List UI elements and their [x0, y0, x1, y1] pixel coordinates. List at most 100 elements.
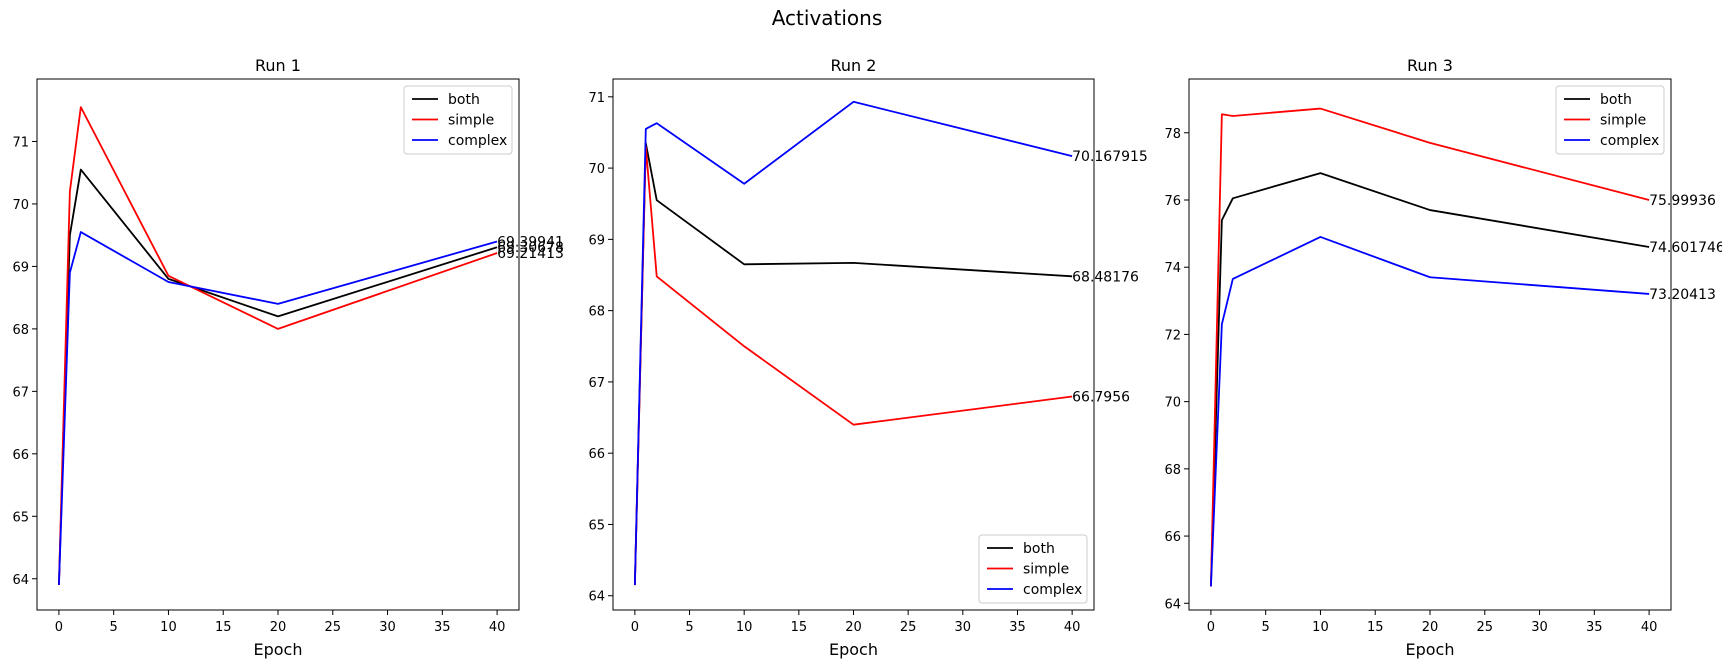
subplot-title: Run 1 — [255, 56, 301, 75]
legend-label-complex: complex — [448, 133, 507, 149]
x-tick-label: 25 — [1476, 620, 1493, 635]
x-tick-label: 5 — [1262, 620, 1270, 635]
x-tick-label: 25 — [324, 620, 341, 635]
series-line-simple — [58, 106, 498, 586]
legend-label-both: both — [448, 92, 480, 108]
end-value-label-simple: 66.7956 — [1072, 389, 1130, 405]
x-tick-label: 20 — [270, 620, 287, 635]
series-line-both — [58, 168, 498, 586]
x-axis-label: Epoch — [254, 640, 303, 659]
y-tick-label: 71 — [12, 135, 29, 150]
series-line-simple — [1210, 107, 1650, 587]
legend: both simple complex — [1555, 85, 1665, 155]
y-tick-label: 65 — [588, 518, 605, 533]
end-value-label-simple: 75.99936 — [1649, 193, 1716, 209]
y-tick-label: 66 — [1164, 530, 1181, 545]
y-tick-label: 64 — [588, 590, 605, 605]
subplot-title: Run 2 — [831, 56, 877, 75]
figure-title: Activations — [772, 6, 883, 30]
legend-box — [978, 534, 1088, 604]
y-tick-label: 65 — [12, 510, 29, 525]
x-tick-label: 5 — [685, 620, 693, 635]
x-tick-label: 15 — [1367, 620, 1384, 635]
y-tick-label: 69 — [588, 233, 605, 248]
axes-frame — [1188, 78, 1672, 611]
x-tick-label: 35 — [434, 620, 451, 635]
end-value-label-both: 74.601746 — [1649, 240, 1722, 256]
y-tick-label: 74 — [1164, 261, 1181, 276]
x-tick-label: 10 — [736, 620, 753, 635]
y-tick-label: 76 — [1164, 194, 1181, 209]
end-value-label-complex: 70.167915 — [1072, 149, 1148, 165]
series-line-both — [633, 142, 1073, 586]
y-tick-label: 68 — [1164, 463, 1181, 478]
x-axis-label: Epoch — [829, 640, 878, 659]
x-tick-label: 0 — [631, 620, 639, 635]
legend-label-simple: simple — [1023, 562, 1069, 578]
subplot-title: Run 3 — [1407, 56, 1453, 75]
y-tick-label: 67 — [12, 385, 29, 400]
legend-box — [403, 85, 513, 155]
series-line-simple — [633, 145, 1073, 586]
x-tick-label: 10 — [1312, 620, 1329, 635]
x-tick-label: 35 — [1586, 620, 1603, 635]
end-value-label-both: 68.48176 — [1072, 269, 1139, 285]
y-tick-label: 70 — [588, 162, 605, 177]
end-value-label-both: 69.30678 — [497, 240, 564, 256]
x-tick-label: 20 — [1422, 620, 1439, 635]
axes-frame — [36, 78, 520, 611]
end-value-label-complex: 73.20413 — [1649, 287, 1716, 303]
x-tick-label: 5 — [110, 620, 118, 635]
legend-label-both: both — [1023, 541, 1055, 557]
legend-label-simple: simple — [1600, 113, 1646, 129]
y-tick-label: 69 — [12, 260, 29, 275]
legend: both simple complex — [978, 534, 1088, 604]
legend-label-complex: complex — [1023, 582, 1082, 598]
x-tick-label: 40 — [1641, 620, 1658, 635]
series-lines — [58, 106, 498, 586]
legend-box — [1555, 85, 1665, 155]
series-line-complex — [633, 100, 1073, 586]
end-value-label-simple: 69.21413 — [497, 246, 564, 262]
x-tick-label: 20 — [845, 620, 862, 635]
y-tick-label: 64 — [12, 573, 29, 588]
subplots-container: Run 1 0 5 10 15 20 25 30 35 40 64 65 66 67 68 69 70 71 Epo… — [12, 56, 1722, 659]
x-tick-label: 30 — [379, 620, 396, 635]
series-line-complex — [1210, 236, 1650, 587]
y-tick-label: 68 — [12, 323, 29, 338]
x-tick-label: 10 — [160, 620, 177, 635]
series-lines — [1210, 107, 1650, 587]
x-tick-label: 15 — [215, 620, 232, 635]
y-tick-label: 70 — [12, 198, 29, 213]
x-tick-label: 0 — [55, 620, 63, 635]
x-tick-label: 15 — [791, 620, 808, 635]
legend-label-simple: simple — [448, 113, 494, 129]
x-tick-label: 25 — [900, 620, 917, 635]
y-tick-label: 66 — [12, 448, 29, 463]
x-tick-label: 0 — [1207, 620, 1215, 635]
legend: both simple complex — [403, 85, 513, 155]
axes-frame — [612, 78, 1095, 611]
y-tick-label: 71 — [588, 91, 605, 106]
x-tick-label: 40 — [1064, 620, 1081, 635]
y-tick-label: 67 — [588, 376, 605, 391]
y-tick-label: 72 — [1164, 328, 1181, 343]
x-tick-label: 35 — [1009, 620, 1026, 635]
series-lines — [633, 100, 1073, 586]
x-tick-label: 30 — [955, 620, 972, 635]
y-tick-label: 64 — [1164, 597, 1181, 612]
subplot-run-3: Run 3 0 5 10 15 20 25 30 35 40 64 66 68 70 72 74 76 78 Epo… — [1164, 56, 1722, 659]
series-line-both — [1210, 172, 1650, 587]
y-tick-label: 78 — [1164, 127, 1181, 142]
x-tick-label: 30 — [1531, 620, 1548, 635]
subplot-run-1: Run 1 0 5 10 15 20 25 30 35 40 64 65 66 67 68 69 70 71 Epo… — [12, 56, 563, 659]
y-tick-label: 66 — [588, 447, 605, 462]
y-tick-label: 70 — [1164, 396, 1181, 411]
legend-label-both: both — [1600, 92, 1632, 108]
y-tick-label: 68 — [588, 305, 605, 320]
subplot-run-2: Run 2 0 5 10 15 20 25 30 35 40 64 65 66 67 68 69 70 71 Epo… — [588, 56, 1147, 659]
x-axis-label: Epoch — [1406, 640, 1455, 659]
x-tick-label: 40 — [489, 620, 506, 635]
legend-label-complex: complex — [1600, 133, 1659, 149]
